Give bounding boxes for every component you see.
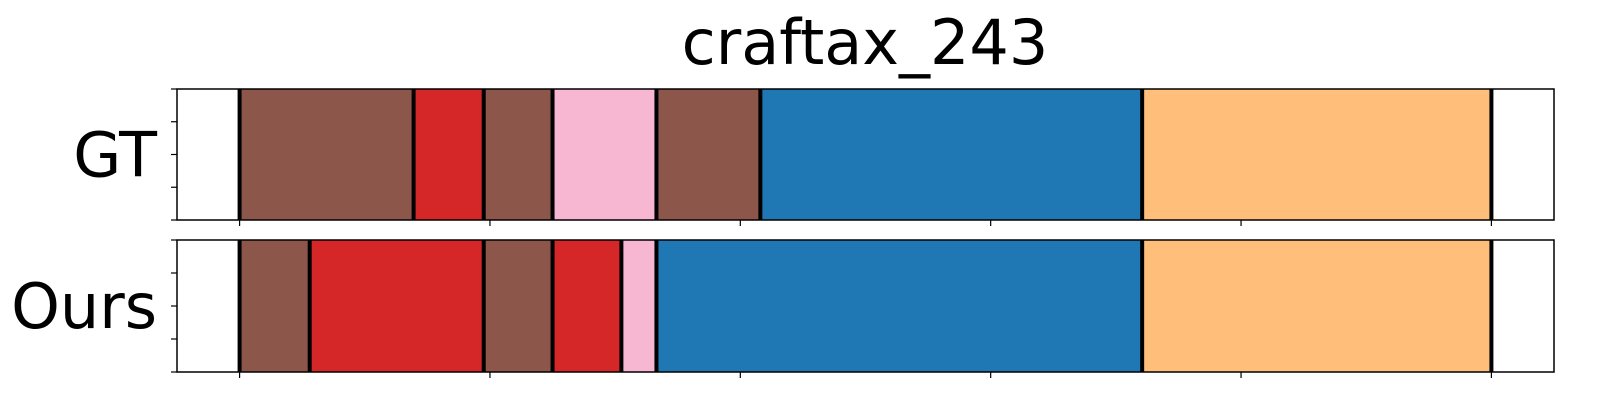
row-label: Ours [11,270,157,343]
segment-gt-4 [656,89,761,220]
segment-gt-0 [239,89,414,220]
row-ours: Ours [11,239,1555,378]
segment-ours-5 [656,240,1143,372]
segment-gt-5 [760,89,1143,220]
segment-ours-6 [1142,240,1492,372]
segment-ours-1 [309,240,484,372]
segment-ours-3 [552,240,622,372]
segment-ours-4 [621,240,657,372]
segment-gt-3 [552,89,657,220]
chart-title: craftax_243 [682,6,1049,79]
segment-gt-6 [1142,89,1492,220]
segment-ours-0 [239,240,310,372]
row-label: GT [73,119,158,192]
segment-gt-2 [483,89,553,220]
row-gt: GT [73,88,1555,226]
segment-gt-1 [413,89,484,220]
segment-ours-2 [483,240,553,372]
